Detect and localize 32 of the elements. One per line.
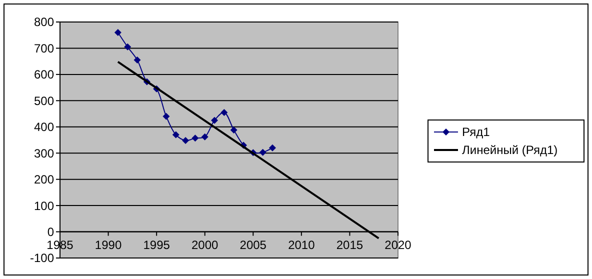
y-tick-label: 200 — [34, 172, 54, 187]
point — [124, 43, 132, 50]
x-tick-label: 2005 — [240, 238, 267, 252]
y-tick-label: 100 — [34, 198, 54, 213]
point — [162, 112, 170, 120]
point — [192, 134, 199, 142]
x-tick-label: 1990 — [94, 238, 122, 252]
point — [182, 137, 190, 144]
x-tick-label: 2020 — [384, 238, 412, 252]
x-tick-label: 1995 — [143, 238, 170, 252]
x-tick-label: 2000 — [192, 238, 219, 252]
y-tick-label: 700 — [34, 41, 54, 56]
point — [134, 56, 141, 64]
x-tick-label: 2010 — [288, 238, 316, 252]
y-tick-label: 800 — [34, 15, 54, 30]
legend-label: Ряд1 — [462, 125, 490, 140]
y-tick-label: 0 — [47, 224, 54, 239]
point — [201, 133, 208, 140]
y-tick-label: 500 — [34, 94, 54, 108]
point — [268, 144, 276, 152]
point — [259, 148, 266, 156]
y-tick-label: -100 — [30, 251, 54, 266]
point — [172, 131, 180, 138]
legend-label: Линейный (Ряд1) — [462, 143, 558, 158]
y-tick-label: 600 — [34, 68, 54, 82]
y-tick-label: 300 — [34, 146, 54, 160]
point — [211, 116, 218, 124]
y-tick-label: 400 — [34, 120, 54, 134]
point — [220, 108, 228, 116]
point — [230, 126, 238, 134]
point — [114, 28, 122, 36]
x-tick-label: 2015 — [336, 238, 364, 252]
